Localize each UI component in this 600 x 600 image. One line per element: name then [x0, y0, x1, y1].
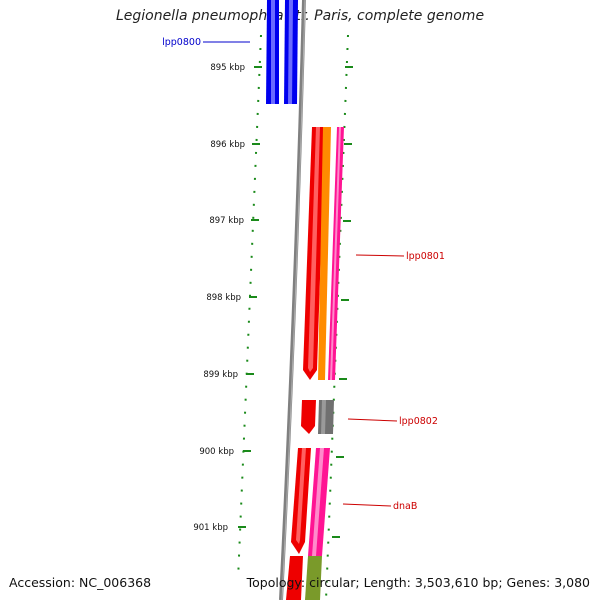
tick-label-896: 896 kbp [210, 140, 245, 150]
dnaB-feature [286, 448, 330, 600]
gene-label-lpp0802-text: lpp0802 [399, 416, 438, 427]
tick-label-899: 899 kbp [203, 370, 238, 380]
genome-summary-text: Topology: circular; Length: 3,503,610 bp… [246, 575, 590, 590]
genome-backbone [279, 0, 306, 600]
gene-label-lpp0801-text: lpp0801 [406, 251, 445, 262]
gene-label-dnaB-text: dnaB [393, 501, 417, 512]
lpp0800-feature [266, 0, 298, 104]
gene-label-lpp0800-text: lpp0800 [162, 37, 201, 48]
tick-label-901: 901 kbp [193, 523, 228, 533]
genome-title: Legionella pneumophila str. Paris, compl… [115, 8, 485, 24]
gene-label-lpp0801: lpp0801 [355, 251, 445, 262]
tick-label-897: 897 kbp [209, 216, 244, 226]
gene-label-lpp0800: lpp0800 [162, 37, 250, 48]
tick-label-898: 898 kbp [206, 293, 241, 303]
inner-dotted-ring [237, 34, 262, 581]
gene-label-dnaB: dnaB [342, 501, 417, 512]
tick-label-900: 900 kbp [199, 447, 234, 457]
accession-text: Accession: NC_006368 [9, 575, 152, 590]
lpp0802-feature [301, 400, 334, 434]
tick-label-895: 895 kbp [210, 63, 245, 73]
lpp0801-cds-feature [303, 127, 344, 380]
gene-label-lpp0802: lpp0802 [347, 416, 438, 427]
major-ticks [238, 66, 353, 538]
tick-labels: 895 kbp 896 kbp 897 kbp 898 kbp 899 kbp … [193, 63, 245, 533]
